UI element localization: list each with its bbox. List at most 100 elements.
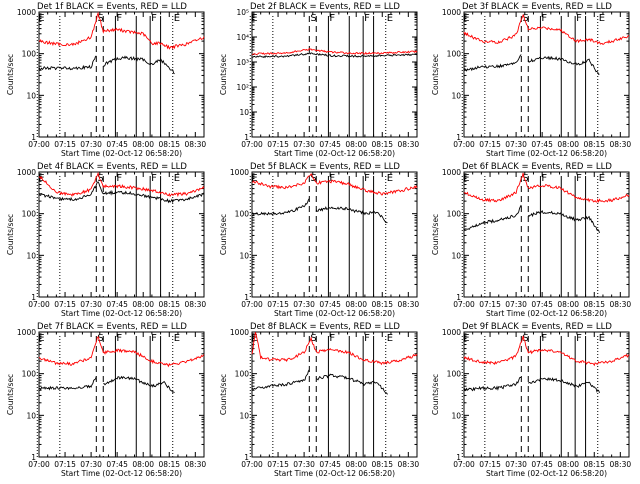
panel-title: Det 8f BLACK = Events, RED = LLD — [250, 322, 400, 332]
y-axis-label: Counts/sec — [219, 214, 228, 255]
detector-panel-1: Det 1f BLACK = Events, RED = LLD 1 10 100 10… — [6, 2, 206, 158]
x-tick-label: 07:30 — [80, 140, 102, 149]
events-series-line — [251, 51, 418, 59]
y-tick-label: 1 — [244, 293, 249, 302]
y-tick-label: 1000 — [17, 328, 36, 337]
panel-title: Det 3f BLACK = Events, RED = LLD — [462, 2, 612, 12]
y-tick-label: 1 — [31, 453, 36, 462]
y-tick-label: 100 — [447, 50, 462, 59]
event-marker-label: S — [310, 333, 316, 344]
detector-panel-3: Det 3f BLACK = Events, RED = LLD 1 10 100 10… — [431, 2, 631, 158]
x-axis-label: Start Time (02-Oct-12 06:58:20) — [274, 469, 395, 478]
plot-frame — [251, 331, 418, 458]
y-tick-label: 1000 — [442, 8, 461, 17]
x-axis-label: Start Time (02-Oct-12 06:58:20) — [274, 149, 395, 158]
x-tick-label: 08:15 — [158, 300, 180, 309]
panel-title: Det 5f BLACK = Events, RED = LLD — [250, 162, 400, 172]
event-marker-label: F — [151, 13, 157, 24]
x-tick-label: 07:00 — [453, 140, 475, 149]
event-marker-label: E — [38, 173, 44, 184]
event-marker-label: F — [576, 333, 582, 344]
x-tick-label: 08:00 — [557, 300, 579, 309]
x-tick-label: 07:15 — [267, 300, 289, 309]
x-tick-label: 07:30 — [80, 300, 102, 309]
x-tick-label: 08:00 — [132, 140, 154, 149]
x-tick-label: 07:15 — [479, 300, 501, 309]
plot-frame — [463, 331, 630, 458]
lld-series-line — [251, 332, 418, 366]
x-tick-label: 07:45 — [106, 300, 128, 309]
x-tick-label: 08:15 — [583, 300, 605, 309]
event-marker-label: F — [541, 13, 547, 24]
event-marker-label: S — [97, 13, 103, 24]
x-tick-label: 07:45 — [531, 140, 553, 149]
events-series-line — [463, 377, 600, 393]
event-marker-label: S — [97, 333, 103, 344]
detector-panel-6: Det 6f BLACK = Events, RED = LLD 1 10 100 10… — [431, 162, 631, 318]
x-tick-label: 07:15 — [54, 140, 76, 149]
y-axis-label: Counts/sec — [431, 374, 440, 415]
x-tick-label: 07:30 — [293, 300, 315, 309]
x-tick-label: 07:00 — [453, 460, 475, 469]
x-tick-label: 08:15 — [371, 460, 393, 469]
detector-panel-8: Det 8f BLACK = Events, RED = LLD 1 10 100 10… — [219, 322, 419, 478]
x-tick-label: 08:15 — [371, 300, 393, 309]
x-axis-label: Start Time (02-Oct-12 06:58:20) — [61, 309, 182, 318]
detector-panel-4: Det 4f BLACK = Events, RED = LLD 1 10 100 10… — [6, 162, 206, 318]
x-tick-label: 08:30 — [185, 460, 207, 469]
x-tick-label: 07:00 — [28, 140, 50, 149]
event-marker-label: S — [522, 13, 528, 24]
panel-title: Det 4f BLACK = Events, RED = LLD — [37, 162, 187, 172]
y-tick-label: 1000 — [442, 328, 461, 337]
x-tick-label: 07:00 — [28, 300, 50, 309]
event-marker-label: F — [329, 173, 335, 184]
y-tick-label: 10 — [26, 251, 36, 260]
y-tick-label: 1 — [456, 133, 461, 142]
x-tick-label: 08:00 — [345, 460, 367, 469]
y-tick-label: 10 — [239, 108, 249, 117]
event-marker-label: E — [38, 333, 44, 344]
y-tick-label: 100 — [22, 50, 37, 59]
x-tick-label: 08:15 — [158, 460, 180, 469]
y-axis-label: Counts/sec — [6, 214, 15, 255]
y-tick-label: 10 — [239, 251, 249, 260]
event-marker-label: E — [251, 13, 257, 24]
plot-frame — [38, 331, 205, 458]
y-tick-label: 1000 — [17, 8, 36, 17]
y-tick-label: 1000 — [442, 168, 461, 177]
event-marker-label: E — [463, 13, 469, 24]
event-marker-label: E — [387, 333, 393, 344]
lld-series-line — [38, 171, 205, 198]
y-tick-label: 100 — [22, 210, 37, 219]
event-marker-label: F — [116, 13, 122, 24]
panel-title: Det 2f BLACK = Events, RED = LLD — [250, 2, 400, 12]
x-axis-label: Start Time (02-Oct-12 06:58:20) — [61, 149, 182, 158]
y-axis-label: Counts/sec — [6, 374, 15, 415]
y-tick-label: 10⁵ — [236, 8, 249, 17]
x-tick-label: 07:15 — [479, 460, 501, 469]
plot-frame — [251, 11, 418, 138]
x-tick-label: 07:45 — [531, 460, 553, 469]
x-axis-label: Start Time (02-Oct-12 06:58:20) — [274, 309, 395, 318]
event-marker-label: F — [541, 173, 547, 184]
y-axis-label: Counts/sec — [219, 374, 228, 415]
panel-title: Det 6f BLACK = Events, RED = LLD — [462, 162, 612, 172]
y-tick-label: 100 — [447, 210, 462, 219]
event-marker-label: F — [329, 333, 335, 344]
x-tick-label: 07:30 — [505, 140, 527, 149]
event-marker-label: E — [463, 173, 469, 184]
y-tick-label: 1 — [31, 293, 36, 302]
x-tick-label: 07:00 — [453, 300, 475, 309]
y-tick-label: 10 — [26, 91, 36, 100]
events-series-line — [39, 375, 175, 394]
y-axis-label: Counts/sec — [219, 54, 228, 95]
x-tick-label: 07:45 — [106, 460, 128, 469]
y-tick-label: 1000 — [17, 168, 36, 177]
plot-frame — [463, 171, 630, 298]
y-tick-label: 100 — [22, 370, 37, 379]
event-marker-label: S — [310, 13, 316, 24]
x-axis-label: Start Time (02-Oct-12 06:58:20) — [61, 469, 182, 478]
x-tick-label: 08:00 — [132, 300, 154, 309]
event-marker-label: E — [174, 333, 180, 344]
